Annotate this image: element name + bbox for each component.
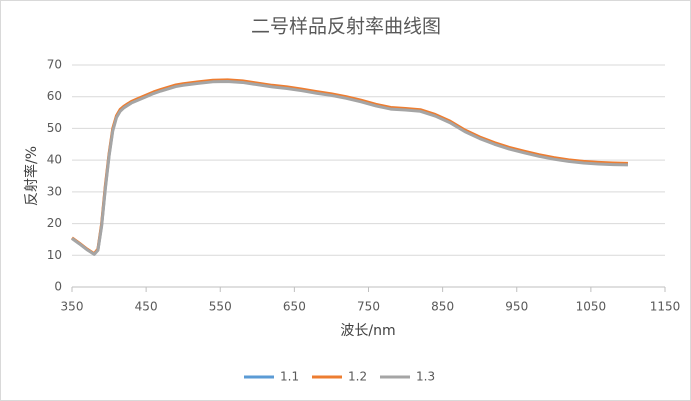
x-tick-label: 1050 bbox=[576, 300, 607, 314]
x-tick-label: 950 bbox=[505, 300, 528, 314]
x-tick-label: 350 bbox=[61, 300, 84, 314]
x-tick-label: 750 bbox=[357, 300, 380, 314]
chart-title: 二号样品反射率曲线图 bbox=[251, 16, 441, 38]
x-axis-label: 波长/nm bbox=[340, 323, 395, 339]
legend-label: 1.1 bbox=[280, 370, 299, 384]
x-tick-label: 550 bbox=[209, 300, 232, 314]
y-tick-label: 70 bbox=[47, 58, 62, 72]
x-tick-label: 1150 bbox=[650, 300, 681, 314]
series-line bbox=[71, 79, 628, 256]
y-tick-label: 40 bbox=[47, 153, 62, 167]
legend-label: 1.2 bbox=[348, 370, 367, 384]
x-tick-label: 450 bbox=[135, 300, 158, 314]
y-tick-label: 50 bbox=[47, 121, 62, 135]
x-tick-label: 650 bbox=[283, 300, 306, 314]
y-axis-label: 反射率/% bbox=[23, 146, 40, 206]
y-tick-label: 10 bbox=[47, 248, 62, 262]
y-tick-label: 0 bbox=[54, 280, 62, 294]
y-tick-label: 20 bbox=[47, 216, 62, 230]
y-tick-label: 30 bbox=[47, 184, 62, 198]
y-tick-label: 60 bbox=[47, 89, 62, 103]
x-tick-label: 850 bbox=[431, 300, 454, 314]
legend-label: 1.3 bbox=[416, 370, 435, 384]
